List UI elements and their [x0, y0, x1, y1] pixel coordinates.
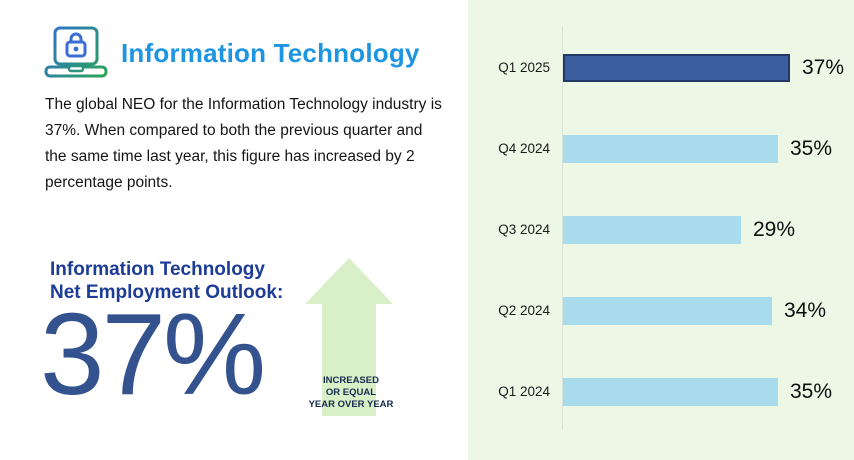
chart-row: Q1 2024 35% — [468, 378, 854, 406]
outlook-label-line2: Net Employment Outlook: — [50, 282, 284, 303]
header: Information Technology — [44, 26, 420, 80]
summary-text: The global NEO for the Information Techn… — [45, 96, 442, 191]
laptop-lock-icon — [44, 26, 108, 78]
bar-value: 34% — [784, 299, 827, 322]
trend-caption-line2: OR EQUAL — [325, 387, 377, 398]
bar-label: Q1 2024 — [498, 384, 550, 399]
bar-label: Q4 2024 — [498, 141, 550, 156]
bar — [563, 297, 772, 325]
chart-row: Q3 2024 29% — [468, 216, 854, 244]
bar — [563, 135, 778, 163]
chart-row: Q1 2025 37% — [468, 54, 854, 82]
bar-label: Q2 2024 — [498, 303, 550, 318]
bar — [563, 216, 741, 244]
bar-label: Q1 2025 — [498, 60, 550, 75]
trend-caption-line1: INCREASED — [323, 375, 379, 386]
chart-row: Q4 2024 35% — [468, 135, 854, 163]
trend-caption-line3: YEAR OVER YEAR — [308, 399, 394, 410]
outlook-label: Information Technology Net Employment Ou… — [50, 258, 283, 304]
bar-label: Q3 2024 — [498, 222, 550, 237]
left-panel: Information Technology The global NEO fo… — [40, 26, 442, 419]
outlook-value: 37% — [40, 289, 266, 419]
chart-axis-line — [562, 26, 563, 430]
chart-row: Q2 2024 34% — [468, 297, 854, 325]
page-title: Information Technology — [121, 37, 420, 68]
bar-value: 35% — [790, 137, 833, 160]
bar — [563, 378, 778, 406]
bar — [563, 54, 790, 82]
bar-value: 35% — [790, 380, 833, 403]
bar-value: 29% — [753, 218, 796, 241]
outlook-label-line1: Information Technology — [50, 259, 265, 280]
trend-caption: INCREASED OR EQUAL YEAR OVER YEAR — [287, 375, 415, 411]
bar-value: 37% — [802, 56, 845, 79]
up-arrow-icon — [305, 258, 393, 416]
chart-panel: Q1 2025 37% Q4 2024 35% Q3 2024 29% Q2 2024 34%… — [468, 0, 854, 460]
